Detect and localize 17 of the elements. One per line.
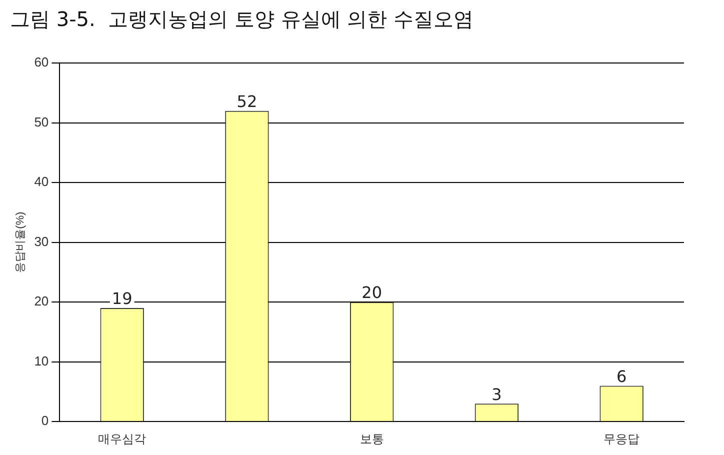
data-label: 19	[112, 289, 132, 308]
y-tick-label: 10	[34, 353, 49, 368]
data-label: 52	[236, 92, 258, 111]
y-tick-label: 40	[34, 174, 49, 190]
y-tick-label: 20	[34, 294, 49, 309]
y-axis-title: 응답비율(%)	[14, 212, 27, 273]
y-tick-label: 0	[41, 413, 49, 428]
data-label: 3	[492, 384, 502, 404]
x-tick-label: 매우심각	[98, 432, 146, 446]
data-label: 20	[362, 283, 382, 302]
y-tick-label: 30	[34, 234, 49, 249]
y-tick-label: 60	[34, 54, 49, 70]
x-tick-label: 무응답	[604, 432, 640, 446]
x-tick-label: 보통	[360, 432, 384, 446]
y-tick-label: 50	[34, 114, 49, 130]
chart-title: 그림 3-5. 고랭지농업의 토양 유실에 의한 수질오염	[10, 7, 474, 32]
data-label: 6	[616, 366, 627, 386]
